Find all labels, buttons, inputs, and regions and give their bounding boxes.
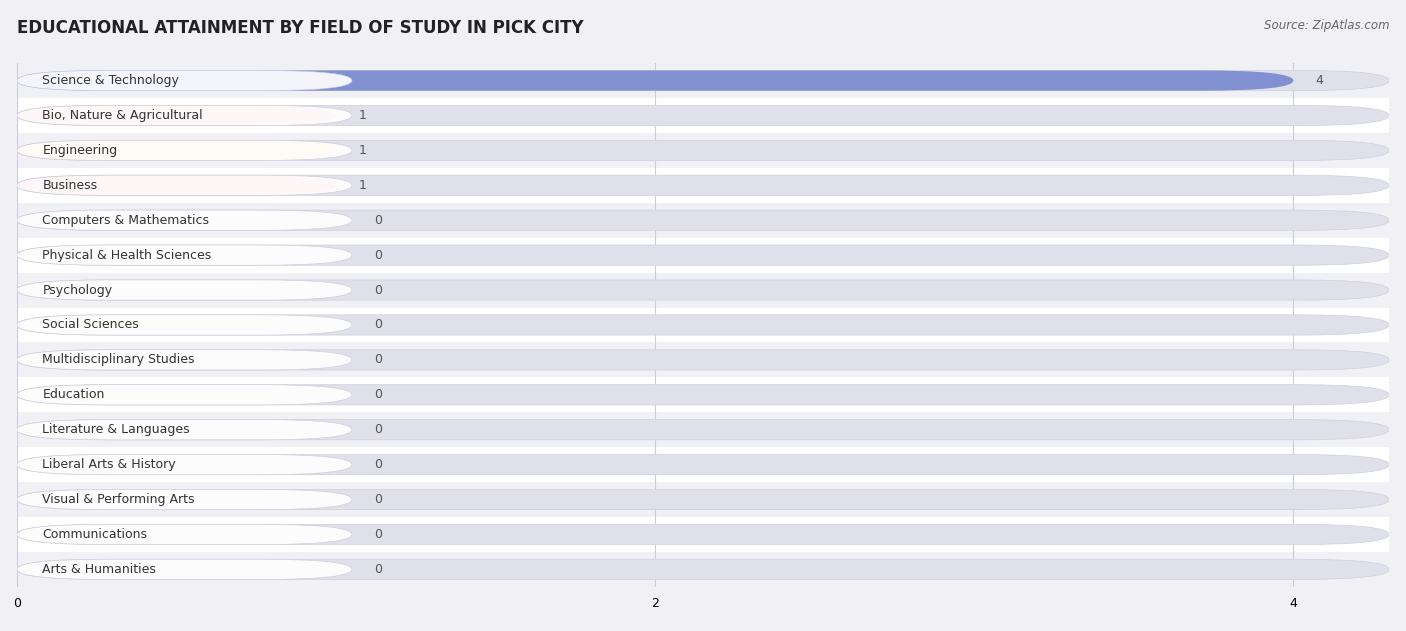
Bar	[17, 307, 1389, 343]
FancyBboxPatch shape	[17, 71, 1389, 91]
Bar	[17, 517, 1389, 552]
Text: 0: 0	[374, 423, 382, 436]
FancyBboxPatch shape	[17, 350, 1389, 370]
FancyBboxPatch shape	[17, 71, 352, 91]
Text: 0: 0	[374, 388, 382, 401]
FancyBboxPatch shape	[17, 420, 352, 440]
Text: Bio, Nature & Agricultural: Bio, Nature & Agricultural	[42, 109, 202, 122]
Text: 4: 4	[1316, 74, 1323, 87]
Text: 0: 0	[374, 249, 382, 262]
Text: Source: ZipAtlas.com: Source: ZipAtlas.com	[1264, 19, 1389, 32]
Text: 0: 0	[374, 353, 382, 367]
Bar	[17, 203, 1389, 238]
Text: Multidisciplinary Studies: Multidisciplinary Studies	[42, 353, 195, 367]
Text: 1: 1	[359, 109, 366, 122]
FancyBboxPatch shape	[17, 350, 352, 370]
Text: Education: Education	[42, 388, 105, 401]
Text: 0: 0	[374, 458, 382, 471]
Bar	[17, 482, 1389, 517]
FancyBboxPatch shape	[17, 175, 1389, 196]
Text: Arts & Humanities: Arts & Humanities	[42, 563, 156, 576]
FancyBboxPatch shape	[17, 524, 352, 545]
Text: EDUCATIONAL ATTAINMENT BY FIELD OF STUDY IN PICK CITY: EDUCATIONAL ATTAINMENT BY FIELD OF STUDY…	[17, 19, 583, 37]
FancyBboxPatch shape	[17, 140, 336, 160]
Bar	[17, 447, 1389, 482]
Bar	[17, 168, 1389, 203]
Text: Visual & Performing Arts: Visual & Performing Arts	[42, 493, 195, 506]
FancyBboxPatch shape	[17, 210, 352, 230]
FancyBboxPatch shape	[17, 105, 352, 126]
Text: Science & Technology: Science & Technology	[42, 74, 180, 87]
FancyBboxPatch shape	[17, 490, 352, 510]
FancyBboxPatch shape	[17, 315, 1389, 335]
Text: Literature & Languages: Literature & Languages	[42, 423, 190, 436]
Text: Liberal Arts & History: Liberal Arts & History	[42, 458, 176, 471]
Bar	[17, 552, 1389, 587]
Bar	[17, 98, 1389, 133]
FancyBboxPatch shape	[17, 140, 1389, 160]
Bar	[17, 133, 1389, 168]
FancyBboxPatch shape	[17, 140, 352, 160]
FancyBboxPatch shape	[17, 105, 1389, 126]
Text: Business: Business	[42, 179, 97, 192]
FancyBboxPatch shape	[17, 71, 1294, 91]
FancyBboxPatch shape	[17, 454, 1389, 475]
Text: Communications: Communications	[42, 528, 148, 541]
FancyBboxPatch shape	[17, 210, 1389, 230]
FancyBboxPatch shape	[17, 175, 336, 196]
FancyBboxPatch shape	[17, 559, 352, 579]
Text: Social Sciences: Social Sciences	[42, 319, 139, 331]
FancyBboxPatch shape	[17, 280, 1389, 300]
FancyBboxPatch shape	[17, 385, 1389, 405]
Text: 0: 0	[374, 563, 382, 576]
FancyBboxPatch shape	[17, 490, 1389, 510]
FancyBboxPatch shape	[17, 315, 352, 335]
FancyBboxPatch shape	[17, 524, 1389, 545]
FancyBboxPatch shape	[17, 245, 1389, 265]
FancyBboxPatch shape	[17, 105, 336, 126]
Text: 0: 0	[374, 283, 382, 297]
Text: Physical & Health Sciences: Physical & Health Sciences	[42, 249, 212, 262]
Text: Computers & Mathematics: Computers & Mathematics	[42, 214, 209, 227]
Text: 1: 1	[359, 144, 366, 157]
Bar	[17, 273, 1389, 307]
Text: 0: 0	[374, 528, 382, 541]
Text: 0: 0	[374, 493, 382, 506]
Text: Psychology: Psychology	[42, 283, 112, 297]
Text: 1: 1	[359, 179, 366, 192]
FancyBboxPatch shape	[17, 280, 352, 300]
Bar	[17, 343, 1389, 377]
Text: 0: 0	[374, 214, 382, 227]
FancyBboxPatch shape	[17, 175, 352, 196]
FancyBboxPatch shape	[17, 559, 1389, 579]
FancyBboxPatch shape	[17, 454, 352, 475]
Text: 0: 0	[374, 319, 382, 331]
FancyBboxPatch shape	[17, 385, 352, 405]
FancyBboxPatch shape	[17, 245, 352, 265]
Bar	[17, 377, 1389, 412]
Bar	[17, 412, 1389, 447]
Text: Engineering: Engineering	[42, 144, 118, 157]
FancyBboxPatch shape	[17, 420, 1389, 440]
Bar	[17, 238, 1389, 273]
Bar	[17, 63, 1389, 98]
